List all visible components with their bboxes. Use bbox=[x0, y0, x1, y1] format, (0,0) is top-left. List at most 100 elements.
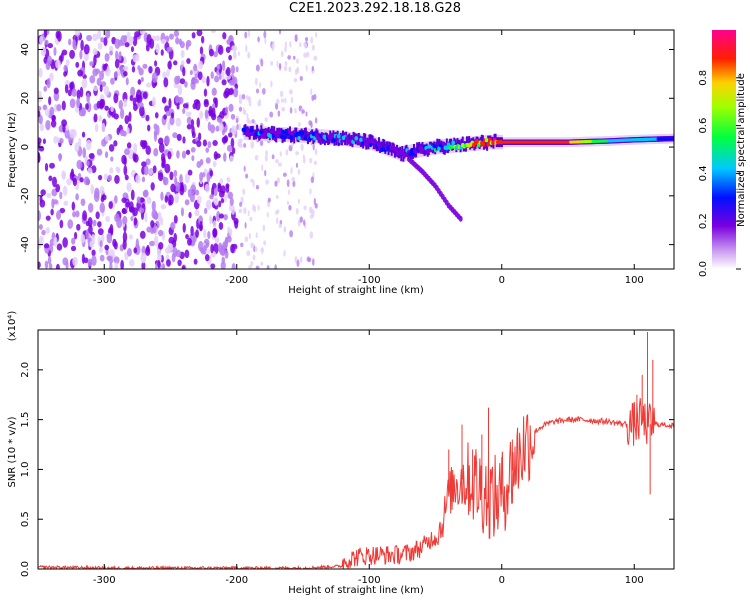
noise-blob bbox=[121, 197, 127, 203]
noise-blob bbox=[300, 143, 304, 152]
noise-blob bbox=[278, 30, 282, 35]
noise-blob bbox=[122, 65, 129, 72]
noise-blob bbox=[294, 107, 297, 114]
noise-blob bbox=[182, 222, 186, 233]
noise-blob bbox=[259, 82, 262, 88]
noise-blob bbox=[87, 167, 93, 174]
noise-blob bbox=[85, 103, 89, 110]
ridge-body bbox=[328, 134, 331, 145]
noise-blob bbox=[142, 63, 148, 69]
ridge-point bbox=[451, 140, 456, 145]
noise-blob bbox=[185, 149, 191, 155]
noise-blob bbox=[251, 119, 255, 124]
noise-blob bbox=[169, 171, 174, 181]
noise-blob bbox=[223, 135, 229, 143]
noise-blob bbox=[312, 258, 315, 266]
ridge-body bbox=[369, 134, 372, 144]
noise-blob bbox=[91, 255, 97, 267]
noise-blob bbox=[309, 157, 313, 164]
noise-blob bbox=[179, 78, 186, 85]
noise-blob bbox=[124, 148, 130, 156]
noise-blob bbox=[48, 263, 53, 269]
noise-blob bbox=[270, 61, 274, 66]
noise-blob bbox=[130, 189, 135, 201]
noise-blob bbox=[73, 231, 78, 240]
noise-blob bbox=[175, 117, 182, 127]
noise-blob bbox=[243, 165, 246, 172]
noise-blob bbox=[250, 260, 254, 267]
ridge-body bbox=[303, 127, 306, 138]
noise-blob bbox=[250, 141, 255, 149]
noise-blob bbox=[62, 257, 69, 266]
noise-blob bbox=[87, 202, 94, 213]
noise-blob bbox=[197, 71, 203, 81]
noise-blob bbox=[71, 237, 76, 245]
x-tick-label: -300 bbox=[93, 575, 116, 586]
noise-blob bbox=[39, 35, 44, 45]
noise-blob bbox=[70, 245, 77, 252]
noise-blob bbox=[53, 46, 57, 56]
noise-blob bbox=[81, 131, 86, 138]
noise-blob bbox=[225, 74, 231, 80]
ridge-body bbox=[467, 138, 470, 148]
ridge-point bbox=[357, 141, 362, 146]
noise-blob bbox=[238, 94, 242, 100]
ridge-body bbox=[390, 146, 393, 156]
noise-blob bbox=[160, 204, 167, 210]
noise-blob bbox=[245, 173, 249, 179]
ridge-body bbox=[416, 142, 419, 153]
noise-blob bbox=[76, 97, 81, 109]
ridge-body bbox=[456, 138, 459, 148]
noise-blob bbox=[236, 123, 239, 131]
noise-blob bbox=[167, 60, 172, 70]
noise-blob bbox=[189, 70, 193, 76]
x-tick-label: -200 bbox=[225, 275, 248, 286]
noise-blob bbox=[290, 142, 294, 148]
ridge-body bbox=[445, 138, 448, 149]
noise-blob bbox=[126, 142, 132, 149]
noise-blob bbox=[263, 240, 267, 246]
noise-blob bbox=[101, 122, 106, 133]
noise-blob bbox=[276, 209, 280, 214]
noise-blob bbox=[104, 244, 110, 251]
noise-blob bbox=[220, 198, 225, 204]
noise-blob bbox=[161, 96, 167, 104]
noise-blob bbox=[289, 230, 294, 238]
ridge-body bbox=[443, 145, 446, 155]
noise-blob bbox=[180, 207, 185, 217]
noise-blob bbox=[130, 46, 135, 53]
noise-blob bbox=[69, 98, 76, 109]
ridge-body bbox=[437, 140, 440, 150]
noise-blob bbox=[286, 179, 290, 187]
noise-blob bbox=[222, 32, 227, 40]
noise-blob bbox=[124, 174, 129, 181]
noise-blob bbox=[226, 39, 231, 45]
noise-blob bbox=[170, 183, 176, 193]
noise-blob bbox=[193, 63, 198, 72]
noise-blob bbox=[212, 220, 217, 228]
noise-blob bbox=[313, 93, 317, 101]
ridge-point bbox=[360, 141, 365, 147]
noise-blob bbox=[153, 212, 159, 220]
noise-blob bbox=[247, 96, 252, 103]
noise-blob bbox=[228, 54, 232, 61]
noise-blob bbox=[105, 30, 111, 39]
ridge-point bbox=[359, 137, 363, 142]
noise-blob bbox=[295, 68, 299, 73]
noise-blob bbox=[160, 39, 167, 45]
noise-blob bbox=[243, 207, 247, 215]
noise-blob bbox=[248, 232, 251, 240]
noise-blob bbox=[173, 169, 178, 178]
noise-blob bbox=[153, 148, 159, 157]
noise-blob bbox=[94, 68, 101, 75]
noise-blob bbox=[230, 64, 236, 75]
noise-blob bbox=[303, 41, 307, 47]
noise-blob bbox=[314, 202, 318, 209]
noise-blob bbox=[97, 221, 102, 228]
noise-blob bbox=[199, 246, 204, 253]
noise-blob bbox=[218, 200, 222, 208]
noise-blob bbox=[146, 34, 152, 46]
noise-blob bbox=[139, 230, 146, 239]
noise-blob bbox=[61, 49, 68, 56]
